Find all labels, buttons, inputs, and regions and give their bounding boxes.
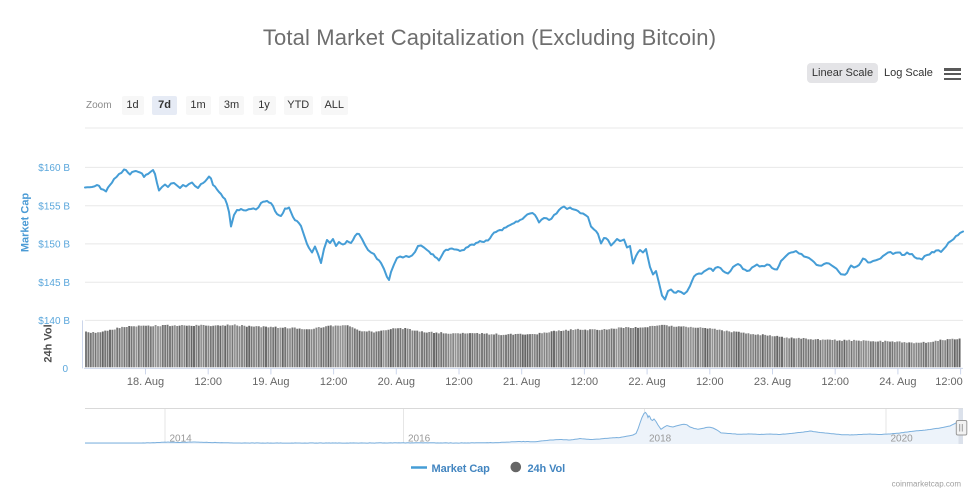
- svg-text:2014: 2014: [170, 434, 193, 445]
- svg-text:$160 B: $160 B: [38, 163, 70, 174]
- svg-text:21. Aug: 21. Aug: [503, 376, 540, 388]
- svg-text:$150 B: $150 B: [38, 240, 70, 251]
- svg-text:12:00: 12:00: [320, 376, 348, 388]
- svg-text:coinmarketcap.com: coinmarketcap.com: [892, 480, 962, 489]
- svg-text:24h Vol: 24h Vol: [528, 463, 566, 475]
- svg-text:20. Aug: 20. Aug: [378, 376, 415, 388]
- svg-text:12:00: 12:00: [821, 376, 849, 388]
- svg-text:Market Cap: Market Cap: [20, 193, 32, 253]
- svg-text:$140 B: $140 B: [38, 316, 70, 327]
- svg-text:22. Aug: 22. Aug: [628, 376, 665, 388]
- svg-text:0: 0: [62, 364, 68, 375]
- svg-text:12:00: 12:00: [194, 376, 222, 388]
- svg-text:2016: 2016: [408, 434, 431, 445]
- svg-text:Market Cap: Market Cap: [432, 463, 491, 475]
- svg-text:$145 B: $145 B: [38, 278, 70, 289]
- svg-text:12:00: 12:00: [696, 376, 724, 388]
- svg-text:23. Aug: 23. Aug: [754, 376, 791, 388]
- svg-text:19. Aug: 19. Aug: [252, 376, 289, 388]
- svg-text:2020: 2020: [891, 434, 914, 445]
- svg-text:2018: 2018: [649, 434, 672, 445]
- svg-text:18. Aug: 18. Aug: [127, 376, 164, 388]
- svg-text:24. Aug: 24. Aug: [879, 376, 916, 388]
- svg-text:12:00: 12:00: [445, 376, 473, 388]
- svg-text:24h Vol: 24h Vol: [43, 324, 55, 362]
- svg-text:12:00: 12:00: [935, 376, 963, 388]
- svg-text:12:00: 12:00: [571, 376, 599, 388]
- svg-text:$155 B: $155 B: [38, 201, 70, 212]
